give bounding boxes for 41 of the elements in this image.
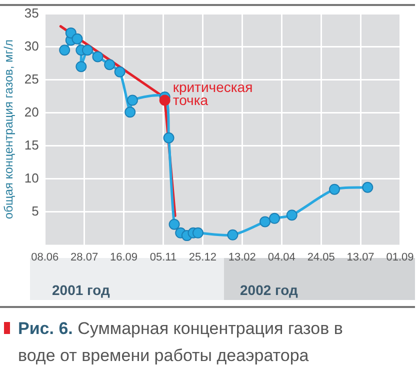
annotation: критическая точка [172, 79, 253, 108]
point [126, 94, 138, 106]
x-tick-label: 01.09 [386, 251, 414, 264]
y-tick-label: 25 [24, 71, 39, 86]
point [260, 216, 271, 228]
point [159, 94, 170, 106]
x-tick-label: 13.02 [228, 251, 256, 264]
x-tick-label: 28.07 [70, 251, 98, 264]
point [286, 210, 298, 221]
x-tick-label: 05.11 [150, 251, 177, 264]
x-tick-label: 13.07 [346, 251, 374, 264]
x-tick-label: 04.04 [268, 251, 296, 264]
point [114, 66, 126, 78]
point [72, 33, 83, 44]
y-tick-label: 15 [24, 137, 39, 152]
point [362, 182, 374, 193]
point [76, 61, 87, 72]
point [124, 106, 136, 118]
point [59, 44, 70, 56]
point [104, 59, 116, 70]
text: 2001 год [52, 282, 110, 298]
x-tick-label: 25.12 [188, 251, 216, 264]
y-tick-label: 35 [24, 5, 39, 20]
y-axis-title: общая концентрация газов, мг/л [2, 39, 16, 220]
point [192, 227, 204, 238]
point [163, 132, 174, 144]
point [227, 229, 238, 240]
y-tick-label: 20 [24, 104, 39, 120]
y-tick-label: 10 [24, 170, 39, 186]
y-tick-label: 30 [24, 38, 39, 54]
text: Рис. 6. Суммарная концентрация газов в воде от времени работы деаэратора [18, 319, 343, 365]
x-tick-label: 24.05 [307, 251, 335, 264]
text: 2002 год [240, 282, 298, 298]
y-tick-label: 5 [32, 203, 39, 218]
point [328, 184, 340, 195]
point [82, 44, 93, 56]
point [269, 212, 280, 224]
point [168, 218, 180, 230]
x-tick-label: 16.09 [110, 251, 138, 264]
x-tick-label: 08.06 [31, 251, 59, 264]
point [92, 51, 104, 62]
